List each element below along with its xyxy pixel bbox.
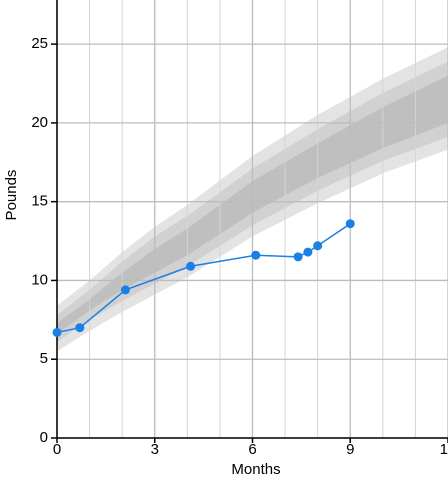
data-point [303,247,313,257]
data-point [313,241,323,251]
data-point [186,261,196,271]
x-tick-label: 3 [151,441,159,458]
y-tick-label: 10 [31,271,48,288]
y-axis-label: Pounds [3,170,20,221]
y-tick-label: 25 [31,35,48,52]
y-tick-label: 15 [31,193,48,210]
x-tick-label: 9 [346,441,354,458]
data-point [75,323,85,333]
data-point [345,219,355,229]
y-tick-label: 5 [40,350,48,367]
data-point [120,285,130,295]
data-point [52,327,62,337]
x-axis-label: Months [231,461,280,478]
y-tick-label: 20 [31,114,48,131]
x-tick-label: 12 [440,441,448,458]
x-tick-label: 6 [248,441,256,458]
x-tick-label: 0 [53,441,61,458]
y-tick-label: 0 [40,429,48,446]
data-point [293,252,303,262]
data-point [251,250,261,260]
